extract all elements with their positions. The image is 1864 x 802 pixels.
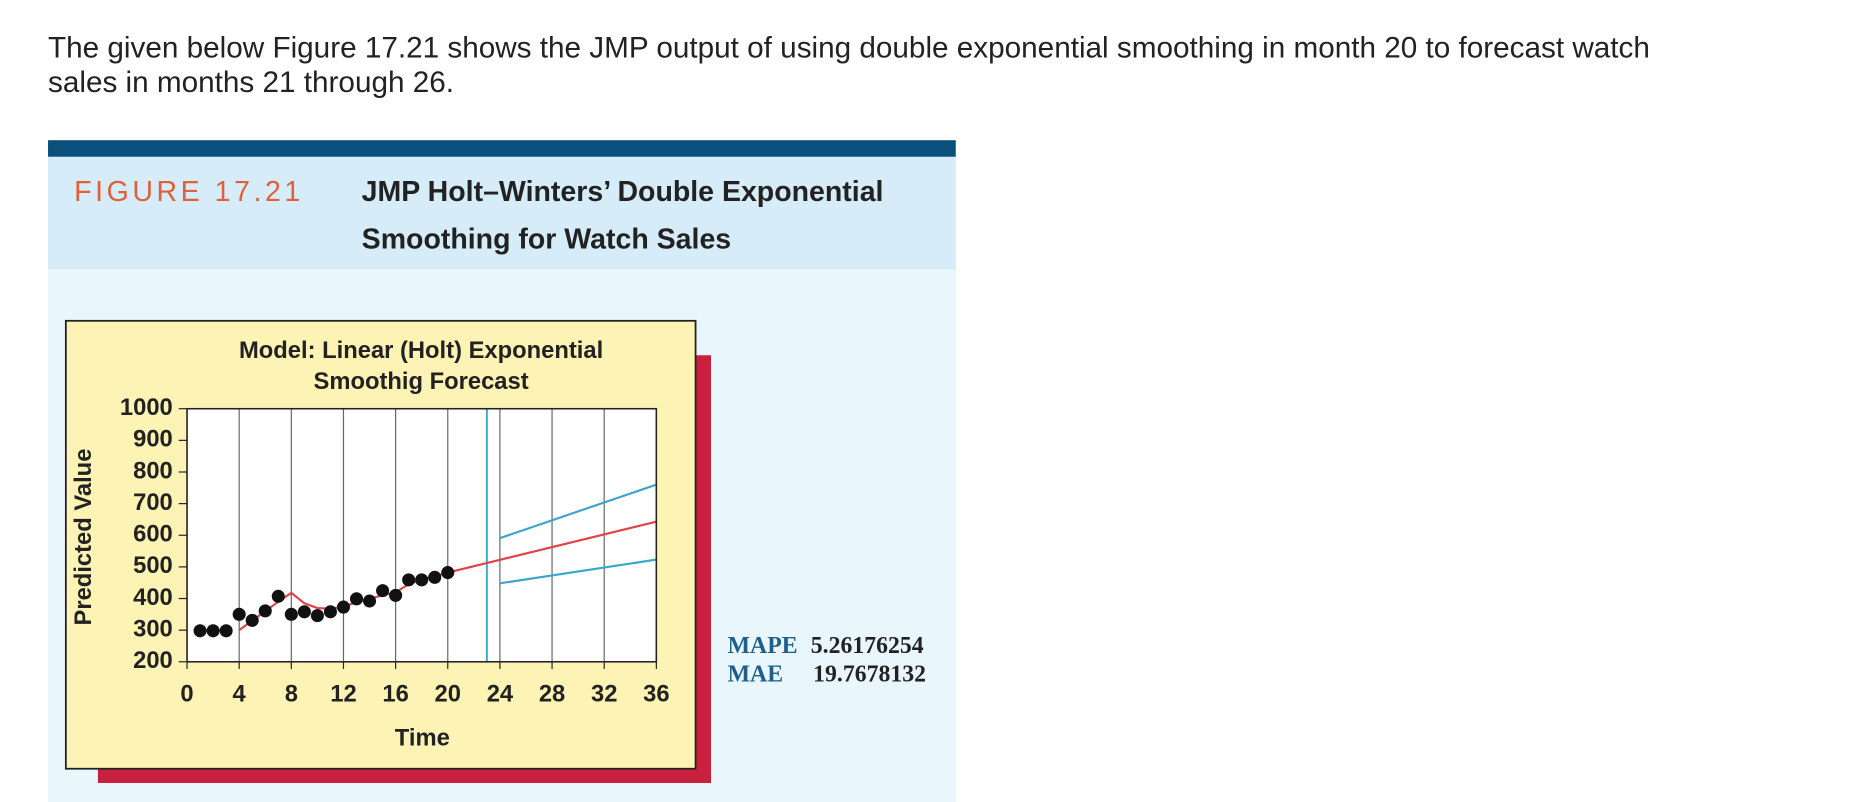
data-point	[428, 570, 442, 584]
figure-title: Smoothing for Watch Sales	[362, 224, 731, 256]
y-tick-label: 800	[133, 457, 173, 484]
x-tick-label: 0	[180, 680, 193, 707]
y-tick-label: 600	[133, 521, 173, 548]
data-point	[193, 624, 207, 638]
data-point	[232, 607, 246, 621]
chart-title: Model: Linear (Holt) Exponential	[239, 337, 603, 364]
x-tick-label: 28	[539, 680, 565, 707]
series-line	[499, 483, 657, 540]
data-point	[323, 605, 337, 619]
plot-area	[187, 408, 657, 662]
series-line	[499, 558, 657, 585]
figure-title: JMP Holt–Winters’ Double Exponential	[362, 176, 884, 208]
x-axis-label: Time	[395, 724, 450, 751]
y-axis-label: Predicted Value	[70, 449, 97, 626]
x-tick-label: 16	[382, 680, 408, 707]
y-tick-label: 700	[133, 489, 173, 516]
x-tick-label: 20	[435, 680, 461, 707]
x-tick-label: 24	[487, 680, 514, 707]
data-point	[376, 584, 390, 598]
data-point	[441, 566, 455, 580]
stat-value: 19.7678132	[813, 662, 926, 688]
data-point	[219, 624, 233, 638]
y-tick-label: 300	[133, 615, 173, 642]
x-tick-label: 32	[591, 680, 617, 707]
y-tick-label: 200	[133, 647, 173, 674]
data-point	[389, 588, 403, 602]
x-tick-label: 36	[643, 680, 669, 707]
y-tick-label: 400	[133, 584, 173, 611]
y-tick-label: 1000	[120, 394, 173, 421]
data-point	[206, 624, 220, 638]
plot-frame	[186, 407, 658, 663]
figure-bar	[48, 140, 956, 157]
data-point	[258, 604, 272, 618]
x-tick-label: 8	[285, 680, 298, 707]
question-line: The given below Figure 17.21 shows the J…	[48, 32, 1650, 65]
x-tick-label: 4	[233, 680, 247, 707]
stat-value: 5.26176254	[811, 633, 924, 659]
stat-label: MAPE	[728, 633, 798, 659]
data-point	[245, 613, 259, 627]
data-point	[415, 573, 429, 587]
figure-label: FIGURE 17.21	[74, 176, 304, 208]
data-point	[402, 573, 416, 587]
data-point	[349, 592, 364, 606]
question-line: sales in months 21 through 26.	[48, 66, 454, 99]
y-tick-label: 900	[133, 426, 173, 453]
data-point	[284, 607, 298, 621]
data-point	[297, 605, 311, 619]
y-tick-label: 500	[133, 552, 173, 579]
x-tick-label: 12	[330, 680, 356, 707]
data-point	[310, 609, 324, 623]
data-point	[363, 594, 377, 608]
figure-header	[48, 156, 956, 270]
stat-label: MAE	[728, 662, 783, 688]
data-point	[271, 589, 285, 603]
chart-title: Smoothig Forecast	[314, 368, 529, 395]
data-point	[336, 600, 351, 614]
